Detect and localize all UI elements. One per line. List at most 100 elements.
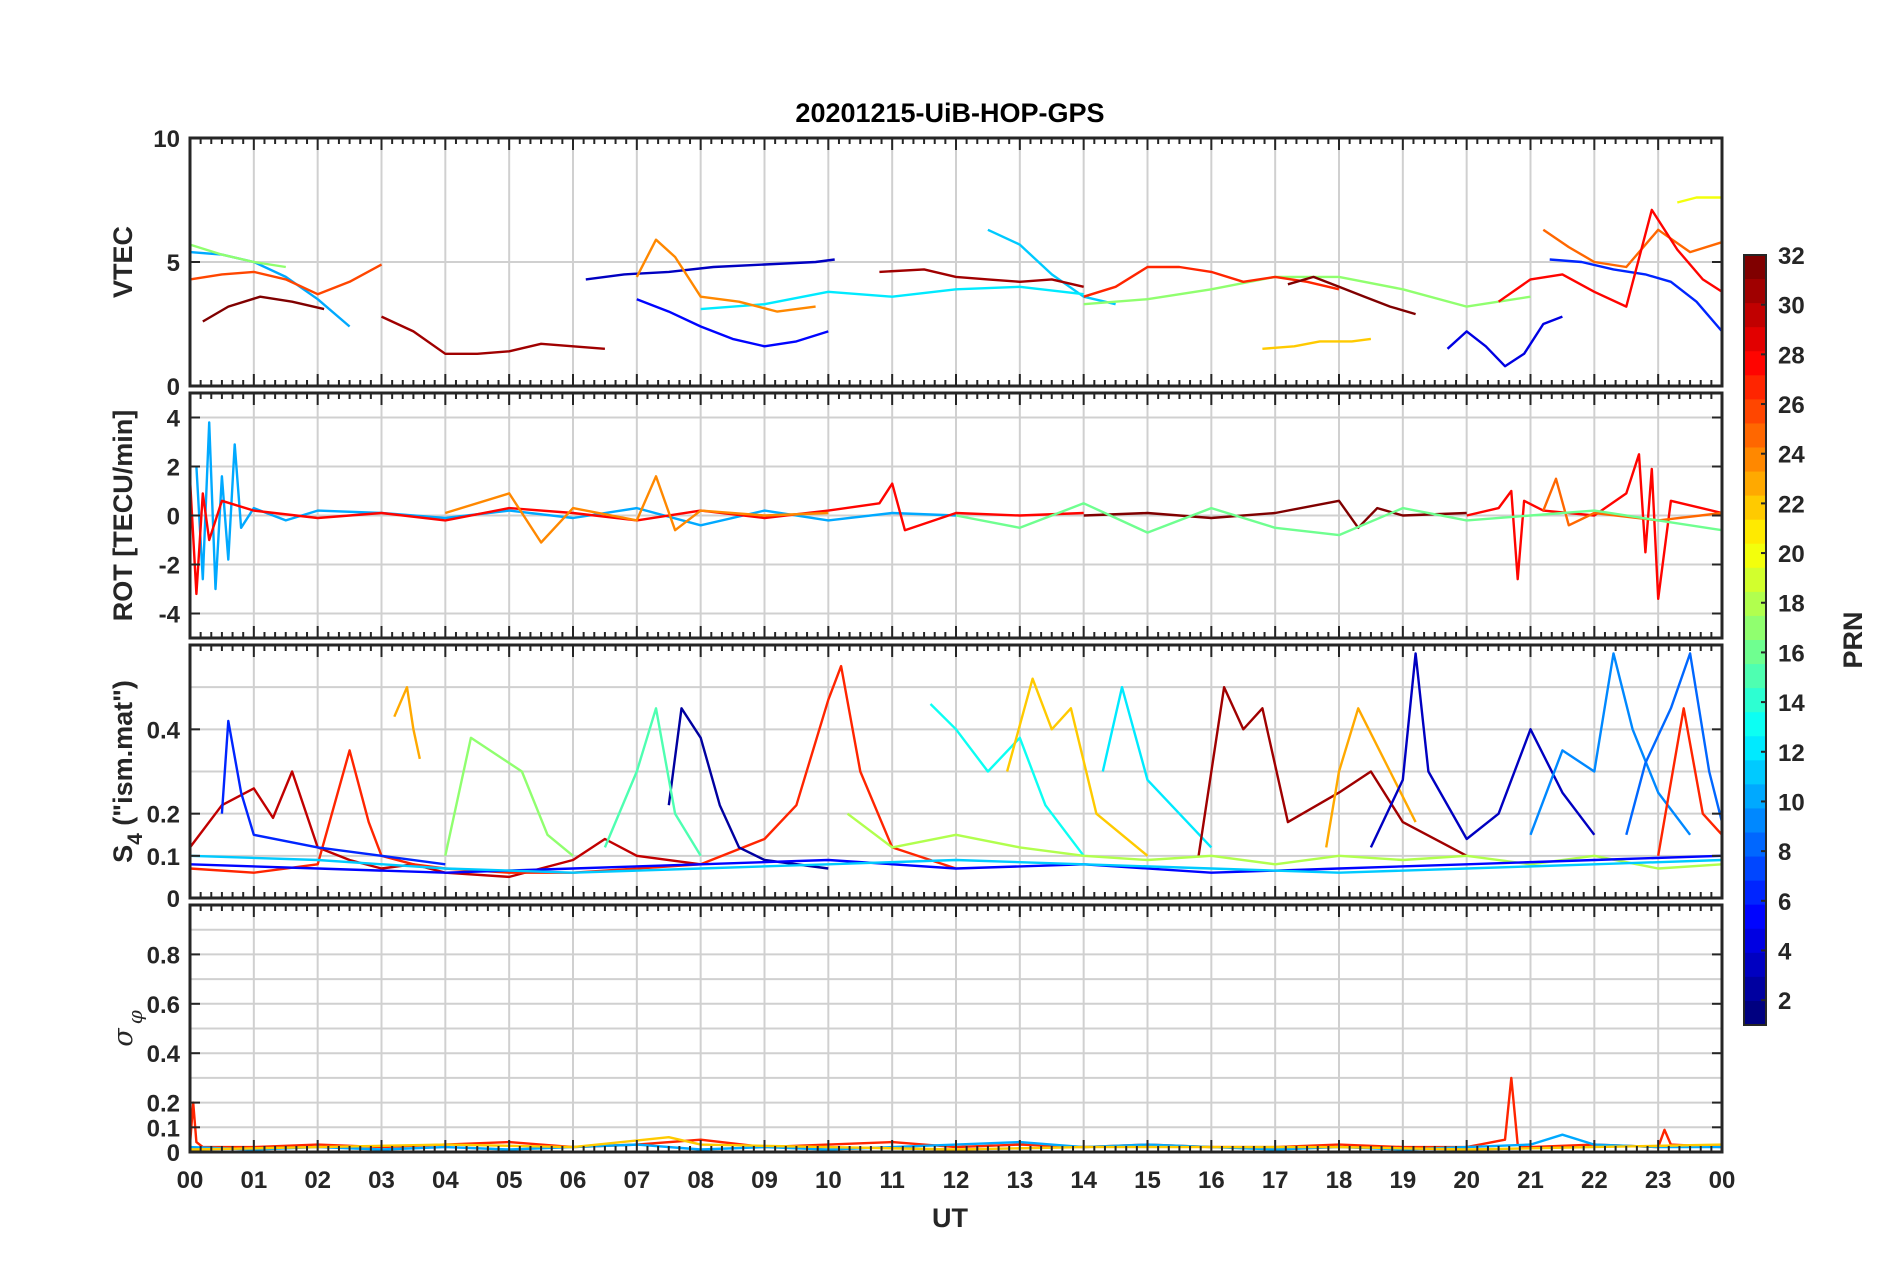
y-tick-label: 0.1 — [147, 1115, 180, 1142]
series-line-prn-25 — [1542, 228, 1723, 269]
y-tick-label: 0 — [167, 504, 180, 531]
series-line-prn-31 — [879, 268, 1084, 288]
x-tick-label: 14 — [1070, 1167, 1097, 1194]
colorbar-tick-label: 10 — [1778, 789, 1805, 816]
series-line-prn-18 — [846, 812, 1723, 870]
colorbar-tick-label: 28 — [1778, 342, 1805, 369]
y-axis-label: σφ — [108, 1010, 147, 1046]
colorbar-segment — [1744, 664, 1766, 689]
series-line-prn-15 — [603, 707, 702, 857]
colorbar-segment — [1744, 784, 1766, 810]
y-tick-label: 0.1 — [147, 844, 180, 871]
x-tick-label: 21 — [1517, 1167, 1544, 1194]
y-tick-label: 0.8 — [147, 942, 180, 969]
colorbar-segment — [1744, 615, 1766, 641]
series-line-prn-9 — [1529, 652, 1692, 836]
series-line-prn-22 — [1262, 337, 1372, 350]
colorbar-tick-label: 4 — [1778, 938, 1792, 965]
y-axis-label: ROT [TECU/min] — [108, 410, 138, 621]
panel-s4: 0 0.1 0.2 0.4S4 ("ism.mat") — [108, 643, 1724, 913]
y-axis-label: S4 ("ism.mat") — [108, 680, 147, 863]
x-tick-label: 17 — [1262, 1167, 1289, 1194]
series-line-prn-3 — [585, 258, 835, 281]
colorbar-tick-label: 18 — [1778, 591, 1805, 618]
colorbar: 32 30 28 26 24 22 20 18 16 14 12 10 8 6 4 2 PRN — [1743, 243, 1868, 1026]
series-line-prn-2 — [667, 707, 829, 870]
series-line-prn-23 — [393, 686, 421, 760]
series-line-prn-6 — [1549, 258, 1723, 333]
colorbar-tick-label: 26 — [1778, 392, 1805, 419]
colorbar-segment — [1744, 567, 1766, 593]
series-line-prn-3 — [1369, 652, 1596, 848]
colorbar-segment — [1744, 375, 1766, 400]
y-tick-label: 0.4 — [147, 717, 181, 744]
series-line-prn-6 — [220, 719, 446, 866]
colorbar-tick-label: 6 — [1778, 889, 1791, 916]
colorbar-tick-label: 14 — [1778, 690, 1805, 717]
colorbar-segment — [1744, 856, 1766, 882]
colorbar-segment — [1744, 591, 1766, 617]
colorbar-tick-label: 20 — [1778, 541, 1805, 568]
x-tick-label: 00 — [177, 1167, 204, 1194]
series-line-prn-24 — [635, 238, 816, 313]
colorbar-tick-label: 30 — [1778, 293, 1805, 320]
panel-vtec: 0 5 10 VTEC — [108, 126, 1724, 401]
colorbar-tick-label: 2 — [1778, 988, 1791, 1015]
series-line-prn-11 — [987, 228, 1116, 306]
x-tick-label: 07 — [623, 1167, 650, 1194]
colorbar-segment — [1744, 832, 1766, 858]
x-tick-label: 19 — [1389, 1167, 1416, 1194]
x-tick-label: 10 — [815, 1167, 842, 1194]
colorbar-segment — [1744, 543, 1766, 569]
y-tick-label: 0.2 — [147, 802, 180, 829]
x-tick-label: 15 — [1134, 1167, 1161, 1194]
colorbar-segment — [1744, 904, 1766, 930]
colorbar-tick-label: 8 — [1778, 839, 1791, 866]
x-tick-label: 04 — [432, 1167, 459, 1194]
x-axis-label: UT — [932, 1203, 968, 1233]
y-tick-label: 0 — [167, 886, 180, 913]
series-line-prn-22 — [1005, 677, 1149, 857]
y-tick-label: 0 — [167, 1140, 180, 1167]
colorbar-segment — [1744, 423, 1766, 449]
colorbar-tick-label: 32 — [1778, 243, 1805, 270]
y-tick-label: 2 — [167, 455, 180, 482]
colorbar-segment — [1744, 640, 1766, 665]
y-tick-label: 0.4 — [147, 1041, 181, 1068]
colorbar-segment — [1744, 1000, 1766, 1026]
y-tick-label: 0.2 — [147, 1091, 180, 1118]
colorbar-segment — [1744, 351, 1766, 376]
series-line-prn-28 — [1466, 453, 1723, 600]
series-line-prn-5 — [189, 854, 1723, 874]
colorbar-segment — [1744, 399, 1766, 425]
x-tick-label: 23 — [1645, 1167, 1672, 1194]
colorbar-tick-label: 16 — [1778, 640, 1805, 667]
series-line-prn-12 — [1101, 686, 1213, 849]
series-line-prn-5 — [636, 298, 829, 348]
x-tick-label: 01 — [240, 1167, 267, 1194]
colorbar-segment — [1744, 712, 1766, 737]
y-tick-label: 5 — [167, 250, 180, 277]
series-line-prn-26 — [189, 263, 383, 296]
colorbar-segment — [1744, 303, 1766, 328]
series-line-prn-28 — [1497, 208, 1723, 308]
series-line-prn-32 — [1287, 275, 1416, 316]
colorbar-segment — [1744, 976, 1766, 1002]
colorbar-segment — [1744, 471, 1766, 497]
colorbar-segment — [1744, 688, 1766, 713]
x-tick-label: 06 — [560, 1167, 587, 1194]
series-line-prn-17 — [444, 736, 574, 857]
colorbar-tick-label: 12 — [1778, 740, 1805, 767]
x-tick-label: 08 — [687, 1167, 714, 1194]
x-tick-label: 00 — [1709, 1167, 1736, 1194]
colorbar-segment — [1744, 928, 1766, 954]
x-tick-label: 05 — [496, 1167, 523, 1194]
series-line-prn-17 — [1083, 275, 1531, 308]
chart-title: 20201215-UiB-HOP-GPS — [795, 98, 1104, 128]
x-tick-label: 11 — [879, 1167, 904, 1194]
colorbar-label: PRN — [1838, 611, 1868, 668]
x-tick-label: 09 — [751, 1167, 778, 1194]
